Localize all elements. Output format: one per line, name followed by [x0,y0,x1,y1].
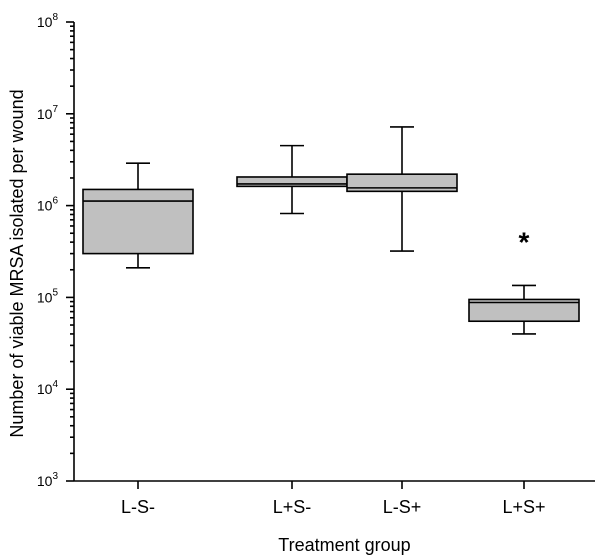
labels-group: L-S- L+S- L-S+ L+S+ * Treatment group Number o… [7,89,546,555]
box-rect [346,173,458,193]
y-axis-label: Number of viable MRSA isolated per wound [7,89,27,437]
box-rect [82,188,194,255]
y-tick-label: 105 [37,287,59,305]
x-tick-label: L+S+ [502,497,545,517]
x-tick-label: L-S+ [383,497,422,517]
y-tick-label: 104 [37,379,59,397]
boxes-group [82,126,580,335]
y-tick-label: 108 [37,12,59,30]
x-tick-label: L+S- [273,497,312,517]
y-tick-label: 103 [37,471,59,489]
ticks-group: 103 104 105 106 107 108 [37,12,525,489]
box-rect [468,298,580,323]
x-axis-label: Treatment group [278,535,410,555]
y-tick-label: 107 [37,104,59,122]
significance-marker: * [519,226,530,257]
x-tick-label: L-S- [121,497,155,517]
axes-group [73,22,595,482]
box-rect [236,176,348,188]
y-tick-label: 106 [37,196,59,214]
